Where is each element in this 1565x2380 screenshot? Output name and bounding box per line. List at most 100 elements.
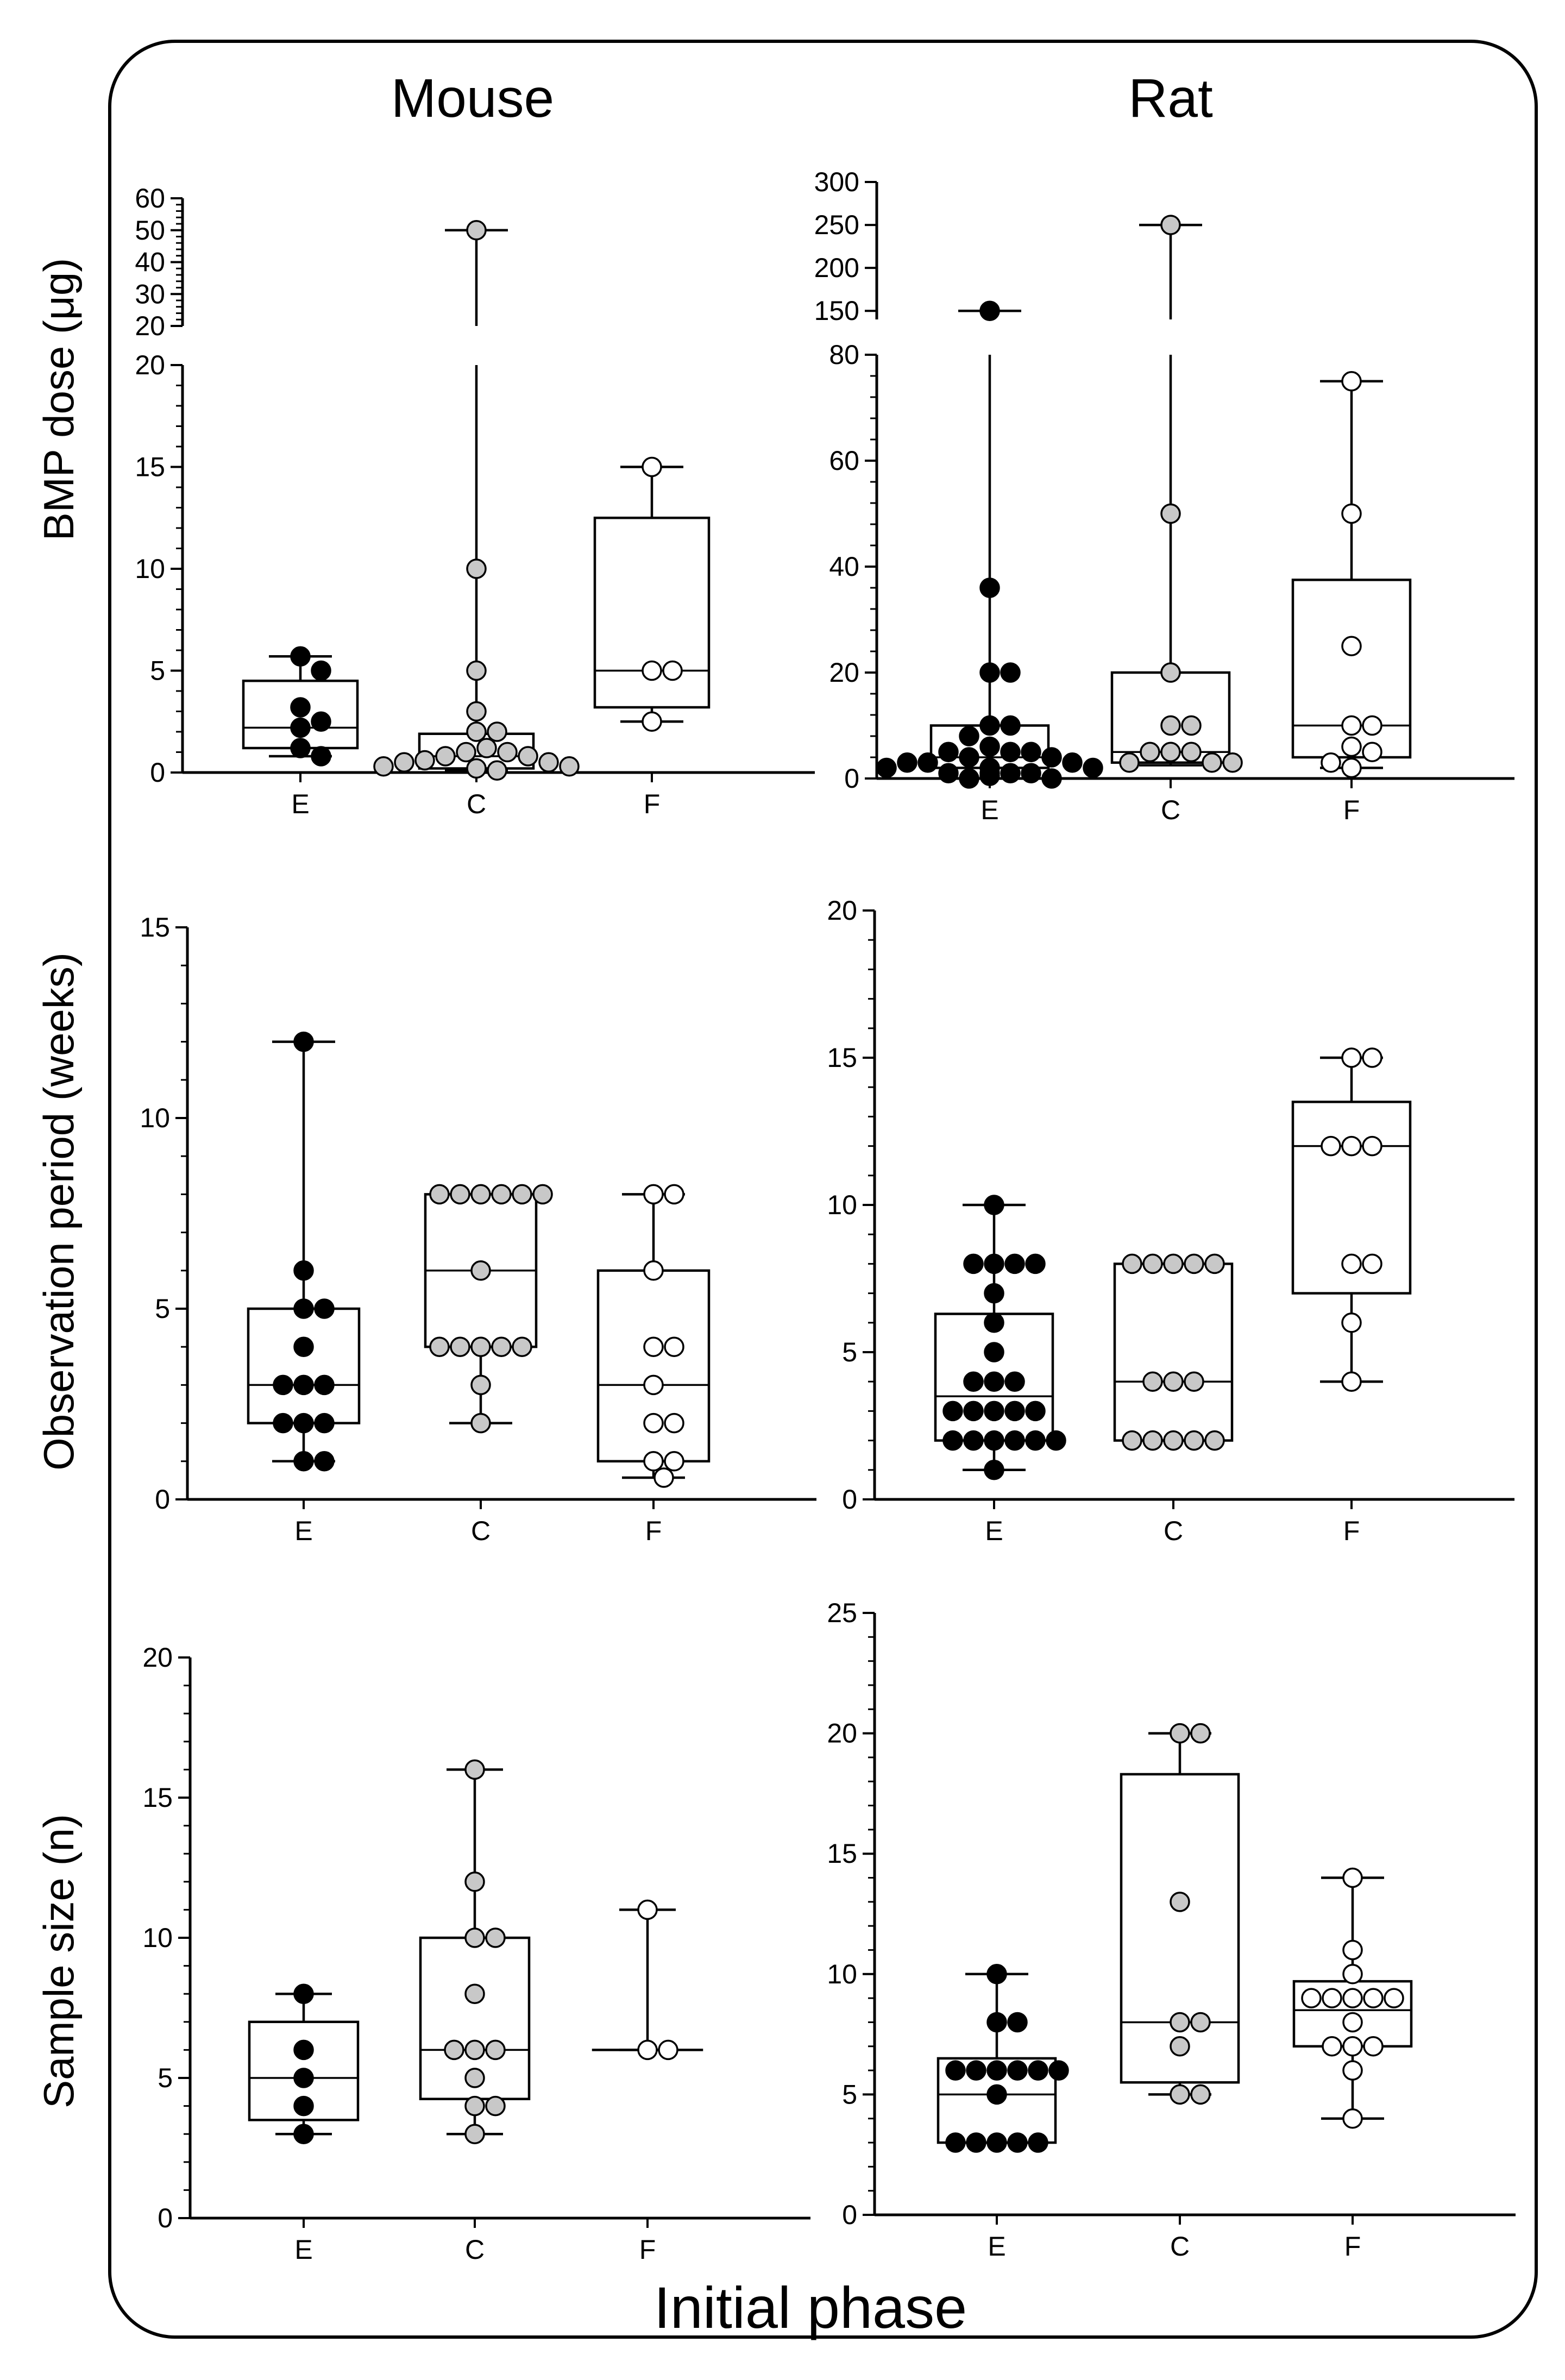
data-point bbox=[664, 1184, 684, 1205]
y-tick-label: 20 bbox=[135, 311, 165, 341]
data-point bbox=[1160, 503, 1181, 524]
data-point bbox=[637, 2039, 658, 2061]
data-point bbox=[984, 1195, 1004, 1215]
data-point bbox=[963, 1401, 984, 1422]
data-point bbox=[963, 1430, 984, 1451]
data-point bbox=[959, 747, 979, 768]
data-point bbox=[293, 1451, 314, 1472]
data-point bbox=[1341, 1253, 1362, 1274]
y-tick-label: 15 bbox=[827, 1043, 857, 1073]
points-e bbox=[876, 300, 1103, 789]
data-point bbox=[1083, 757, 1103, 778]
data-point bbox=[1021, 763, 1041, 783]
data-point bbox=[979, 715, 1000, 736]
data-point bbox=[1048, 2060, 1069, 2081]
data-point bbox=[1341, 503, 1362, 524]
data-point bbox=[642, 660, 662, 681]
points-e bbox=[293, 1983, 314, 2144]
data-point bbox=[487, 760, 507, 781]
data-point bbox=[1007, 2012, 1028, 2033]
y-tick-label: 15 bbox=[142, 1782, 173, 1813]
points-f bbox=[643, 1184, 684, 1488]
data-point bbox=[1007, 2060, 1028, 2081]
data-point bbox=[538, 752, 559, 773]
data-point bbox=[450, 1336, 470, 1357]
x-tick-label-c: C bbox=[467, 789, 486, 819]
y-tick-label: 80 bbox=[829, 340, 859, 370]
points-c bbox=[1170, 1723, 1211, 2105]
data-point bbox=[512, 1184, 532, 1205]
data-point bbox=[1046, 1430, 1066, 1451]
data-point bbox=[1342, 2060, 1363, 2081]
data-point bbox=[984, 1401, 1004, 1422]
data-point bbox=[314, 1412, 335, 1434]
data-point bbox=[664, 1451, 684, 1472]
data-point bbox=[314, 1451, 335, 1472]
data-point bbox=[1140, 742, 1160, 762]
points-f bbox=[1321, 371, 1382, 778]
y-tick-label: 15 bbox=[827, 1838, 857, 1869]
data-point bbox=[1190, 2084, 1211, 2105]
data-point bbox=[984, 1283, 1004, 1304]
data-point bbox=[1028, 2132, 1048, 2153]
data-point bbox=[643, 1336, 664, 1357]
x-tick-label-f: F bbox=[645, 1516, 662, 1546]
data-point bbox=[664, 1412, 684, 1434]
x-tick-label-c: C bbox=[471, 1516, 491, 1546]
data-point bbox=[273, 1374, 293, 1396]
data-point bbox=[1163, 1253, 1184, 1274]
data-point bbox=[293, 1374, 314, 1396]
data-point bbox=[466, 721, 487, 742]
data-point bbox=[1341, 1371, 1362, 1392]
data-point bbox=[311, 711, 331, 732]
data-point bbox=[1025, 1430, 1046, 1451]
y-tick-label: 0 bbox=[842, 1484, 857, 1515]
data-point bbox=[1170, 1892, 1190, 1912]
data-point bbox=[963, 1253, 984, 1274]
data-point bbox=[1342, 1964, 1363, 1985]
data-point bbox=[984, 1313, 1004, 1333]
x-tick-label-e: E bbox=[291, 789, 309, 819]
data-point bbox=[984, 1253, 1004, 1274]
x-tick-label-e: E bbox=[294, 1516, 312, 1546]
data-point bbox=[1000, 715, 1021, 736]
data-point bbox=[1170, 2084, 1190, 2105]
data-point bbox=[1000, 662, 1021, 683]
points-e bbox=[942, 1195, 1066, 1480]
points-f bbox=[1321, 1047, 1382, 1392]
data-point bbox=[1062, 752, 1083, 773]
data-point bbox=[1119, 752, 1140, 773]
panel-mouse-observation-period: 0 5 10 15 E C F bbox=[140, 912, 816, 1546]
data-point bbox=[311, 746, 331, 767]
data-point bbox=[450, 1184, 470, 1205]
data-point bbox=[1163, 1430, 1184, 1451]
y-tick-label: 300 bbox=[814, 167, 859, 197]
data-point bbox=[1004, 1371, 1025, 1392]
points-c bbox=[1122, 1253, 1225, 1451]
x-tick-label-c: C bbox=[1161, 795, 1180, 825]
data-point bbox=[414, 750, 435, 771]
data-point bbox=[1000, 742, 1021, 762]
data-point bbox=[1342, 1939, 1363, 1961]
data-point bbox=[979, 577, 1000, 598]
data-point bbox=[464, 2124, 485, 2144]
points-f bbox=[637, 1899, 678, 2061]
data-point bbox=[466, 558, 487, 579]
data-point bbox=[532, 1184, 553, 1205]
data-point bbox=[1321, 752, 1341, 773]
points-e bbox=[945, 1964, 1069, 2153]
data-point bbox=[986, 2132, 1007, 2153]
data-point bbox=[1342, 2012, 1363, 2033]
data-point bbox=[643, 1374, 664, 1396]
y-tick-label: 60 bbox=[829, 445, 859, 476]
data-point bbox=[293, 2124, 314, 2144]
y-tick-label: 10 bbox=[135, 554, 165, 584]
y-tick-label: 20 bbox=[827, 1718, 857, 1749]
data-point bbox=[1028, 2060, 1048, 2081]
y-tick-label: 0 bbox=[155, 1484, 170, 1515]
data-point bbox=[1362, 715, 1382, 736]
data-point bbox=[642, 456, 662, 478]
data-point bbox=[1341, 636, 1362, 656]
